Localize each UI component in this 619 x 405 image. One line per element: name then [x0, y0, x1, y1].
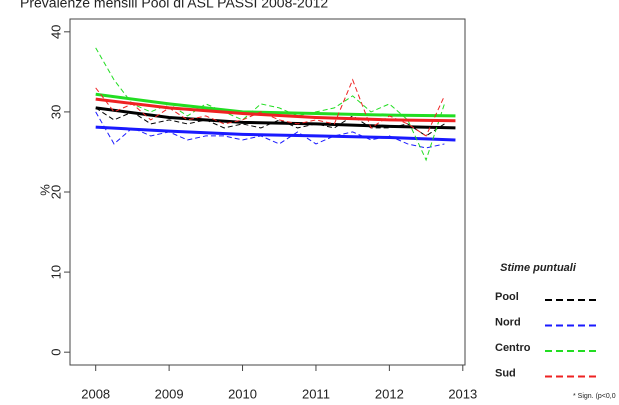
plot-frame — [69, 18, 466, 366]
legend-label: Pool — [495, 291, 519, 303]
y-tick-label: 30 — [48, 105, 63, 119]
x-tick-label: 2010 — [228, 386, 257, 401]
x-tick-label: 2009 — [155, 386, 184, 401]
trend-line — [95, 92, 456, 118]
monthly-line — [95, 111, 445, 149]
legend-title: Stime puntuali — [500, 262, 577, 274]
x-tick-label: 2008 — [81, 386, 110, 401]
y-tick-label: 40 — [48, 25, 63, 39]
y-tick-label: 10 — [48, 265, 63, 279]
y-tick-label: 20 — [48, 185, 63, 199]
trend-line — [95, 97, 456, 123]
y-axis-label: % — [37, 184, 52, 196]
y-tick-label: 0 — [48, 349, 63, 356]
legend-label: Nord — [495, 316, 521, 328]
x-tick-label: 2012 — [375, 386, 404, 401]
legend-label: Sud — [495, 367, 516, 379]
x-tick-label: 2011 — [302, 386, 330, 401]
legend-label: Centro — [495, 342, 531, 354]
x-tick-label: 2013 — [448, 386, 477, 401]
footnote: * Sign. (p<0,0 — [573, 393, 616, 400]
trend-line — [95, 125, 456, 142]
monthly-line — [95, 47, 445, 162]
chart-title: Prevalenze mensili Pool di ASL PASSI 200… — [20, 0, 328, 11]
